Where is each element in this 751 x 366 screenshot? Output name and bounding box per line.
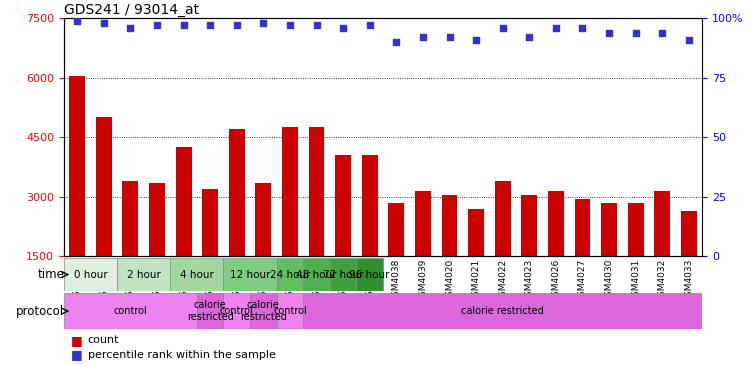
Text: 72 hour: 72 hour	[323, 269, 363, 280]
Bar	[388, 203, 404, 315]
Text: percentile rank within the sample: percentile rank within the sample	[88, 350, 276, 360]
Point	[204, 23, 216, 29]
Point	[258, 20, 270, 26]
Bar	[202, 189, 218, 315]
Text: protocol: protocol	[17, 305, 65, 318]
Bar	[170, 258, 224, 291]
Bar	[96, 117, 112, 315]
Bar	[628, 203, 644, 315]
Point	[417, 34, 429, 40]
Bar	[250, 293, 276, 329]
Text: calorie
restricted: calorie restricted	[240, 300, 287, 322]
Point	[363, 23, 376, 29]
Text: GDS241 / 93014_at: GDS241 / 93014_at	[64, 3, 199, 17]
Point	[177, 23, 189, 29]
Point	[550, 25, 562, 31]
Point	[98, 20, 110, 26]
Bar	[197, 293, 224, 329]
Point	[603, 30, 615, 36]
Point	[71, 18, 83, 23]
Text: 96 hour: 96 hour	[349, 269, 390, 280]
Text: calorie
restricted: calorie restricted	[187, 300, 234, 322]
Bar	[276, 293, 303, 329]
Bar	[276, 258, 303, 291]
Bar	[255, 183, 271, 315]
Bar	[442, 195, 457, 315]
Text: 2 hour: 2 hour	[127, 269, 161, 280]
Point	[577, 25, 589, 31]
Text: control: control	[220, 306, 254, 316]
Bar	[521, 195, 537, 315]
Text: 0 hour: 0 hour	[74, 269, 107, 280]
Point	[151, 23, 163, 29]
Bar	[468, 209, 484, 315]
Bar	[224, 293, 250, 329]
Bar	[309, 127, 324, 315]
Bar	[335, 155, 351, 315]
Bar	[495, 181, 511, 315]
Text: count: count	[88, 335, 119, 346]
Point	[656, 30, 668, 36]
Point	[284, 23, 296, 29]
Text: control: control	[113, 306, 147, 316]
Bar	[303, 258, 330, 291]
Bar	[654, 191, 671, 315]
Bar	[176, 147, 192, 315]
Bar	[117, 258, 170, 291]
Bar	[69, 76, 85, 315]
Bar	[229, 129, 245, 315]
Bar	[362, 155, 378, 315]
Point	[231, 23, 243, 29]
Bar	[575, 199, 590, 315]
Bar	[64, 293, 197, 329]
Point	[683, 37, 695, 43]
Bar	[330, 258, 357, 291]
Text: 24 hour: 24 hour	[270, 269, 310, 280]
Bar	[548, 191, 564, 315]
Bar	[357, 258, 383, 291]
Point	[337, 25, 349, 31]
Bar	[64, 258, 117, 291]
Bar	[303, 293, 702, 329]
Bar	[601, 203, 617, 315]
Bar	[681, 210, 697, 315]
Text: time: time	[38, 268, 65, 281]
Text: 48 hour: 48 hour	[296, 269, 336, 280]
Text: control: control	[273, 306, 307, 316]
Text: 4 hour: 4 hour	[180, 269, 214, 280]
Point	[444, 34, 456, 40]
Bar	[149, 183, 165, 315]
Point	[523, 34, 535, 40]
Text: calorie restricted: calorie restricted	[461, 306, 544, 316]
Text: 12 hour: 12 hour	[230, 269, 270, 280]
Bar	[224, 258, 276, 291]
Bar	[122, 181, 138, 315]
Point	[310, 23, 322, 29]
Point	[125, 25, 137, 31]
Bar	[415, 191, 431, 315]
Text: ■: ■	[71, 348, 83, 362]
Text: ■: ■	[71, 334, 83, 347]
Point	[629, 30, 641, 36]
Point	[470, 37, 482, 43]
Bar	[282, 127, 298, 315]
Point	[391, 39, 403, 45]
Point	[496, 25, 508, 31]
